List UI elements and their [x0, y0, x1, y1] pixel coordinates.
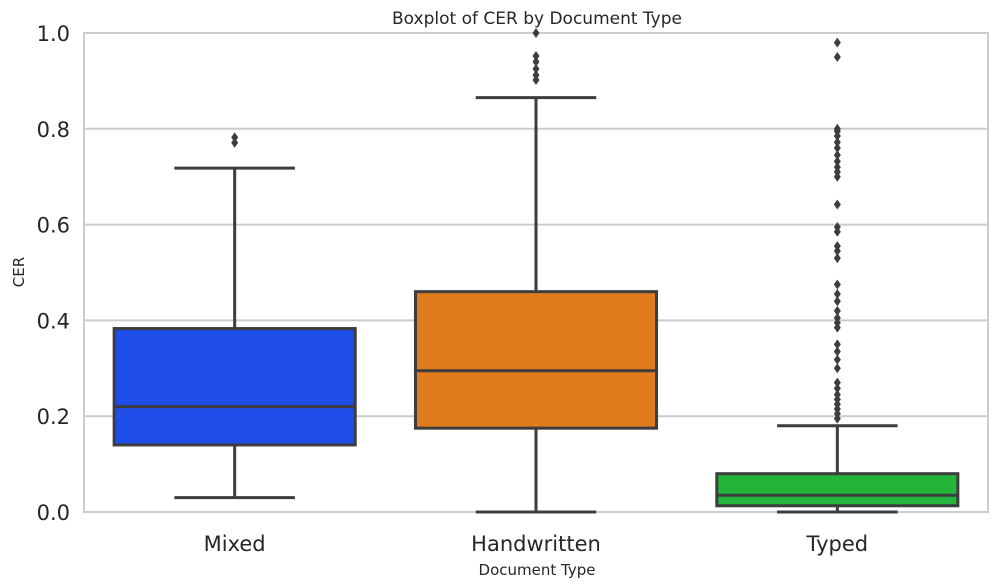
chart-title: Boxplot of CER by Document Type [392, 9, 682, 29]
outlier-point [231, 132, 239, 143]
x-tick-label: Mixed [204, 532, 266, 556]
outlier-point [833, 305, 841, 316]
y-ticks-layer: 0.0 0.2 0.4 0.6 0.8 1.0 [37, 22, 70, 525]
box-mixed [112, 327, 357, 447]
outlier-point [833, 142, 841, 153]
outlier-point [532, 50, 540, 61]
outlier-point [833, 363, 841, 374]
outlier-point [532, 56, 540, 67]
outlier-point [833, 377, 841, 388]
outlier-point [532, 70, 540, 81]
outlier-point [833, 162, 841, 173]
outlier-point [833, 289, 841, 300]
y-tick-label: 0.0 [37, 501, 70, 525]
outlier-point [833, 199, 841, 210]
outlier-point [833, 354, 841, 365]
outlier-point [833, 339, 841, 350]
x-tick-label: Typed [806, 532, 869, 556]
outlier-point [833, 346, 841, 357]
outlier-point [833, 123, 841, 134]
outlier-point [833, 37, 841, 48]
x-axis-title: Document Type [479, 561, 596, 579]
y-tick-label: 0.8 [37, 118, 70, 142]
outlier-point [833, 279, 841, 290]
outlier-point [833, 313, 841, 324]
outlier-point [231, 137, 239, 148]
boxes-layer [112, 28, 960, 514]
outlier-point [833, 150, 841, 161]
y-tick-label: 0.2 [37, 405, 70, 429]
outlier-point [833, 383, 841, 394]
outlier-point [532, 63, 540, 74]
outlier-point [532, 28, 540, 38]
outlier-point [833, 253, 841, 264]
outlier-point [833, 137, 841, 148]
y-tick-label: 1.0 [37, 22, 70, 46]
x-tick-label: Handwritten [471, 532, 601, 556]
outlier-point [833, 51, 841, 62]
y-axis-title: CER [10, 257, 28, 287]
x-ticks-layer: Mixed Handwritten Typed [204, 532, 868, 556]
y-tick-label: 0.4 [37, 309, 70, 333]
outlier-point [833, 156, 841, 167]
outlier-point [833, 221, 841, 232]
outlier-point [833, 389, 841, 400]
y-tick-label: 0.6 [37, 214, 70, 238]
outlier-point [833, 296, 841, 307]
outlier-point [833, 241, 841, 252]
box-typed [715, 472, 960, 508]
box-handwritten [413, 290, 659, 430]
